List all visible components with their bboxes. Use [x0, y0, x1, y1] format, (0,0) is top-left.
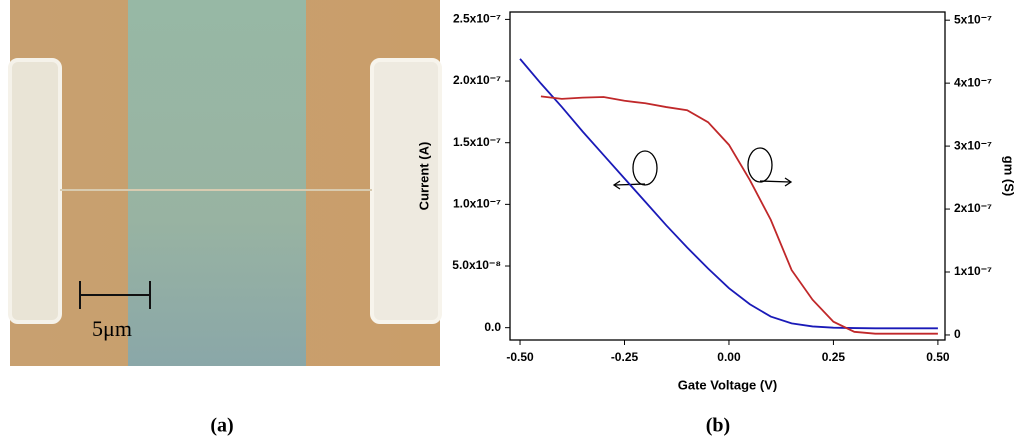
plot-frame: [509, 11, 946, 341]
y2-tick-label: 0: [954, 327, 961, 341]
series-line: [540, 95, 938, 335]
caption: (b): [706, 415, 730, 437]
y2-tick-label: 1x10⁻⁷: [954, 264, 992, 278]
y-tick-label: 5.0x10⁻⁸: [452, 258, 501, 272]
scale-bar: [79, 281, 151, 309]
y-tick-label: 2.0x10⁻⁷: [453, 73, 501, 87]
x-tick-label: -0.25: [611, 350, 639, 364]
left-pad: [8, 58, 62, 324]
y-tick-label: 2.5x10⁻⁷: [453, 12, 501, 26]
y2-tick-label: 2x10⁻⁷: [954, 201, 992, 215]
x-tick-label: 0.00: [717, 350, 741, 364]
y-tick-label: 0.0: [484, 320, 501, 334]
micrograph: 5μm: [8, 0, 442, 366]
y-axis-title: Current (A): [416, 142, 431, 211]
y2-tick-label: 5x10⁻⁷: [954, 12, 992, 26]
y2-axis-title: gm (S): [1002, 156, 1017, 196]
x-axis-title: Gate Voltage (V): [678, 377, 777, 392]
channel: [128, 0, 306, 366]
series-line: [519, 58, 938, 330]
y2-tick-label: 4x10⁻⁷: [954, 75, 992, 89]
x-tick-label: -0.50: [506, 350, 534, 364]
x-tick-label: 0.25: [822, 350, 846, 364]
annotations: [612, 147, 793, 190]
y-tick-label: 1.0x10⁻⁷: [453, 197, 501, 211]
y-tick-label: 1.5x10⁻⁷: [453, 135, 501, 149]
x-tick-label: 0.50: [926, 350, 950, 364]
scale-label: 5μm: [92, 316, 132, 341]
caption: (a): [210, 415, 233, 437]
y2-tick-label: 3x10⁻⁷: [954, 138, 992, 152]
